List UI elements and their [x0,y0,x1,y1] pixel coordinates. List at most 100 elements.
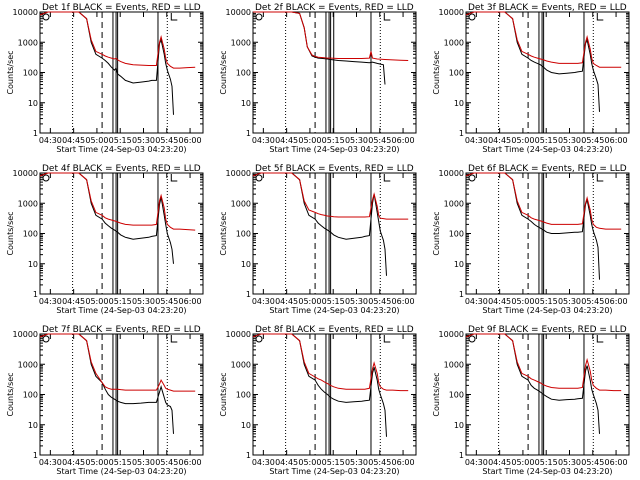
corner-marker [596,335,604,343]
y-tick-label: 10 [28,421,38,430]
panel-title: Det 8f BLACK = Events, RED = LLD [255,325,414,335]
series-line-black-events [465,11,600,112]
x-tick-label: 05:15 [535,297,558,306]
x-tick-label: 05:45 [581,458,604,467]
y-tick-label: 10000 [226,330,251,339]
y-tick-label: 10000 [439,330,464,339]
x-axis-label: Start Time (24-Sep-03 04:23:20) [56,467,186,476]
x-tick-label: 05:45 [155,458,178,467]
y-tick-label: 1 [33,290,38,299]
corner-marker [383,174,391,182]
y-tick-label: 100 [23,69,38,78]
x-tick-label: 05:15 [109,136,132,145]
x-tick-label: 04:45 [275,297,298,306]
y-tick-label: 100 [236,69,251,78]
detector-panel: Det 7f BLACK = Events, RED = LLD 1 10 100 10… [6,325,204,476]
plot-frame [465,172,630,295]
x-tick-label: 04:30 [465,458,488,467]
plot-frame [39,333,204,456]
plot-frame [252,333,417,456]
corner-marker [170,13,178,21]
corner-marker [596,13,604,21]
series-line-black-events [252,172,387,276]
x-tick-label: 06:00 [605,136,628,145]
panel-title: Det 9f BLACK = Events, RED = LLD [468,325,627,335]
y-tick-label: 10000 [13,330,38,339]
x-axis-label: Start Time (24-Sep-03 04:23:20) [56,306,186,315]
x-tick-label: 05:00 [298,458,321,467]
series-line-red-lld [465,11,622,68]
corner-marker [468,335,476,343]
detector-panel: Det 3f BLACK = Events, RED = LLD 1 10 100 10… [432,3,630,154]
y-tick-label: 1000 [444,38,464,47]
detector-panel: Det 2f BLACK = Events, RED = LLD 1 10 100 10… [219,3,417,154]
y-tick-label: 100 [449,230,464,239]
x-tick-label: 05:30 [345,297,368,306]
corner-marker [170,174,178,182]
x-tick-label: 04:45 [62,297,85,306]
plot-frame [39,172,204,295]
x-tick-label: 06:00 [179,458,202,467]
y-tick-label: 10000 [13,169,38,178]
x-tick-label: 06:00 [179,297,202,306]
corner-marker [383,13,391,21]
x-tick-label: 06:00 [605,458,628,467]
x-tick-label: 05:00 [85,458,108,467]
x-tick-label: 06:00 [605,297,628,306]
y-tick-label: 1000 [18,199,38,208]
y-tick-label: 100 [449,391,464,400]
y-tick-label: 100 [449,69,464,78]
y-tick-label: 10000 [13,8,38,17]
series-line-red-lld [465,172,622,230]
y-tick-label: 1 [246,129,251,138]
x-tick-label: 05:45 [155,136,178,145]
plot-frame [465,333,630,456]
x-axis-label: Start Time (24-Sep-03 04:23:20) [269,306,399,315]
x-axis-label: Start Time (24-Sep-03 04:23:20) [482,145,612,154]
y-axis-label: Counts/sec [219,211,228,255]
series-line-red-lld [39,172,196,231]
y-axis-label: Counts/sec [6,50,15,94]
x-tick-label: 05:45 [368,297,391,306]
x-tick-label: 05:00 [85,297,108,306]
series-line-red-lld [253,11,409,61]
x-tick-label: 04:45 [488,136,511,145]
x-tick-label: 04:30 [465,297,488,306]
x-tick-label: 05:30 [132,458,155,467]
x-tick-label: 05:15 [322,136,345,145]
x-tick-label: 05:45 [581,136,604,145]
y-tick-label: 10000 [439,169,464,178]
x-tick-label: 04:30 [465,136,488,145]
x-tick-label: 05:15 [535,136,558,145]
x-axis-label: Start Time (24-Sep-03 04:23:20) [56,145,186,154]
panel-title: Det 4f BLACK = Events, RED = LLD [42,164,201,174]
x-tick-label: 05:00 [298,136,321,145]
x-tick-label: 05:30 [558,458,581,467]
corner-marker [383,335,391,343]
detector-panel: Det 4f BLACK = Events, RED = LLD 1 10 100 10… [6,164,204,315]
y-tick-label: 10 [241,99,251,108]
y-tick-label: 100 [236,230,251,239]
corner-marker [255,174,263,182]
x-tick-label: 04:45 [275,458,298,467]
x-tick-label: 04:45 [62,136,85,145]
x-tick-label: 05:30 [558,297,581,306]
x-tick-label: 05:45 [581,297,604,306]
y-axis-label: Counts/sec [432,50,441,94]
y-axis-label: Counts/sec [6,372,15,416]
x-tick-label: 04:45 [488,458,511,467]
y-tick-label: 1000 [444,199,464,208]
y-tick-label: 10 [241,421,251,430]
series-line-black-events [252,333,387,437]
x-axis-label: Start Time (24-Sep-03 04:23:20) [482,467,612,476]
y-tick-label: 1 [33,129,38,138]
y-tick-label: 10000 [226,8,251,17]
y-tick-label: 10 [28,260,38,269]
y-tick-label: 1 [459,451,464,460]
series-line-black-events [465,172,600,280]
corner-marker [42,335,50,343]
y-tick-label: 10000 [226,169,251,178]
y-tick-label: 1 [33,451,38,460]
x-tick-label: 06:00 [392,136,415,145]
detector-panel: Det 1f BLACK = Events, RED = LLD 1 10 100 10… [6,3,204,154]
